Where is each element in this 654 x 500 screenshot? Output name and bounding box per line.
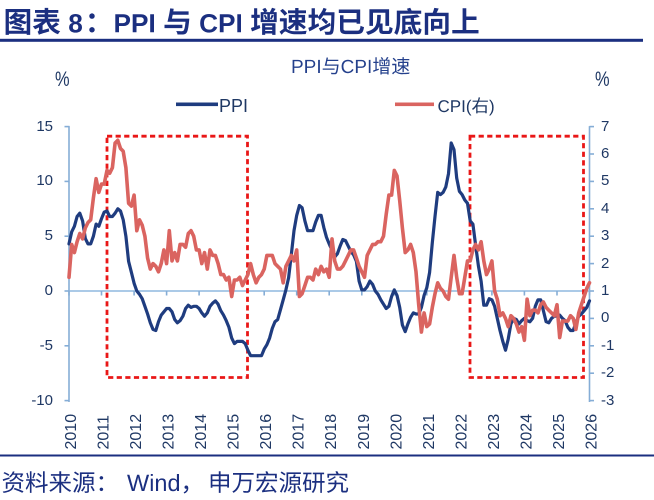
svg-text:2017: 2017 bbox=[291, 414, 308, 450]
svg-text:2014: 2014 bbox=[193, 414, 210, 450]
svg-text:2024: 2024 bbox=[518, 414, 535, 450]
svg-text:2022: 2022 bbox=[453, 414, 470, 450]
svg-text:2016: 2016 bbox=[258, 414, 275, 450]
svg-text:2018: 2018 bbox=[323, 414, 340, 450]
svg-text:2019: 2019 bbox=[356, 414, 373, 450]
svg-text:2012: 2012 bbox=[128, 414, 145, 450]
svg-text:2010: 2010 bbox=[63, 414, 80, 450]
svg-text:2011: 2011 bbox=[96, 415, 113, 450]
svg-text:2020: 2020 bbox=[388, 414, 405, 450]
svg-text:2015: 2015 bbox=[226, 414, 243, 450]
svg-text:2021: 2021 bbox=[421, 414, 438, 450]
svg-text:2026: 2026 bbox=[584, 414, 601, 450]
svg-text:2013: 2013 bbox=[161, 414, 178, 450]
svg-text:2023: 2023 bbox=[486, 414, 503, 450]
svg-text:2025: 2025 bbox=[551, 414, 568, 450]
